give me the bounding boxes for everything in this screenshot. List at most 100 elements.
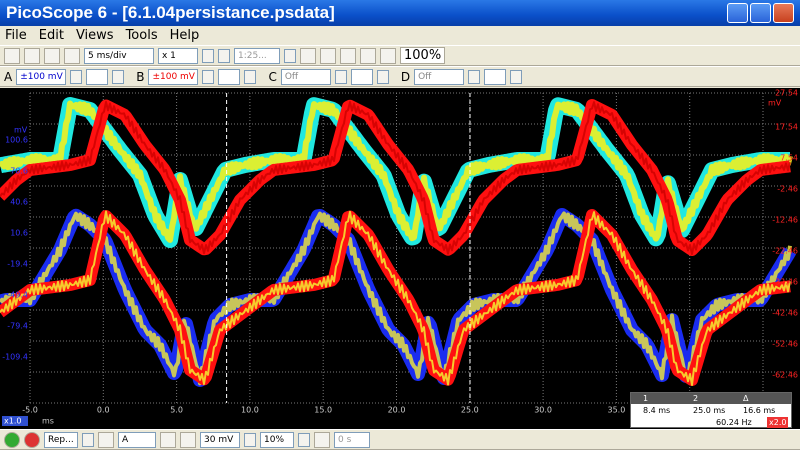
ratio[interactable]: 1:25... [234,47,280,64]
left-tick-label: -49.4 [7,291,28,300]
left-unit: mV [14,126,28,135]
zoom-percent[interactable]: 100% [400,47,446,64]
tool-icon[interactable] [180,431,196,448]
maximize[interactable] [750,3,771,23]
btn[interactable] [334,69,347,84]
x-tick-label: 15.0 [314,406,332,415]
btn[interactable] [218,48,230,63]
coupling[interactable] [218,68,241,85]
menu-item[interactable]: Views [75,28,114,43]
meas-h: Δ [743,394,749,403]
waveform [0,211,792,386]
menu-item[interactable]: Tools [125,28,158,43]
btn[interactable] [202,69,215,84]
btn[interactable] [376,69,389,84]
trigger-level[interactable]: 30 mV [200,431,240,448]
channel-range[interactable]: Off [280,68,331,85]
tool-icon[interactable] [340,47,356,64]
tool-icon[interactable] [98,431,114,448]
meas-freq: 60.24 Hz [716,418,752,427]
menu-item[interactable]: Edit [38,28,64,43]
tool-icon[interactable] [380,47,396,64]
measurements: 1 2 Δ 8.4 ms 25.0 ms 16.6 ms 60.24 Hz x2… [630,392,792,428]
meas-h: 1 [643,394,649,403]
channel-range[interactable]: ±100 mV [148,68,199,85]
right-tick-label: -12.46 [772,216,798,225]
menu-item[interactable]: Help [169,28,200,43]
channel-name: C [268,69,277,84]
menu-bar: File Edit Views Tools Help [0,26,800,45]
x-tick-label: 5.0 [170,406,183,415]
btn[interactable] [244,69,257,84]
trigger-source[interactable]: A [118,431,156,448]
right-tick-label: 17.54 [775,123,798,132]
run[interactable] [4,431,20,448]
x-tick-label: 35.0 [607,406,625,415]
btn[interactable] [298,432,310,447]
btn[interactable] [202,48,214,63]
delay[interactable]: 0 s [334,431,370,448]
btn[interactable] [82,432,94,447]
meas-header [631,393,791,404]
btn[interactable] [70,69,83,84]
left-tick-label: 70.6 [10,167,28,176]
tool-icon[interactable] [314,431,330,448]
channel-name: B [136,69,145,84]
right-tick-label: -22.46 [772,247,798,256]
right-unit: mV [768,99,782,108]
x-tick-label: 10.0 [241,406,259,415]
close[interactable] [773,3,794,23]
channel-name: D [400,69,411,84]
minimize[interactable] [727,3,748,23]
coupling[interactable] [86,68,109,85]
bottom-bar: Rep... A 30 mV 10% 0 s [0,429,800,450]
btn[interactable] [244,432,256,447]
tool-icon[interactable] [360,47,376,64]
btn[interactable] [510,69,523,84]
x-tick-label: 30.0 [534,406,552,415]
zoom[interactable]: x 1 [158,47,198,64]
coupling[interactable] [484,68,507,85]
left-tick-label: -19.4 [7,260,28,269]
tool-icon[interactable] [44,47,60,64]
x-tick-label: 25.0 [461,406,479,415]
channel-range[interactable]: ±100 mV [16,68,67,85]
right-tick-label: -62.46 [772,371,798,380]
tool-icon[interactable] [64,47,80,64]
left-tick-label: 40.6 [10,198,28,207]
meas-h: 2 [693,394,699,403]
channel-bar: A ±100 mV B ±100 mV C Off D Off [0,66,800,87]
meas-val: 25.0 ms [693,406,726,415]
timebase[interactable]: 5 ms/div [84,47,154,64]
btn[interactable] [468,69,481,84]
tool-icon[interactable] [300,47,316,64]
menu-item[interactable]: File [5,28,27,43]
btn[interactable] [112,69,125,84]
btn[interactable] [284,48,296,63]
x-tick-label: -5.0 [22,406,38,415]
toolbar: 5 ms/div x 1 1:25... 100% [0,45,800,66]
coupling[interactable] [350,68,373,85]
y2-scale: x2.0 [767,417,789,428]
right-tick-label: -32.46 [772,278,798,287]
tool-icon[interactable] [160,431,176,448]
x-scale-bg [2,416,28,426]
x-tick-label: 0.0 [97,406,110,415]
channel-range[interactable]: Off [414,68,465,85]
left-tick-label: -109.4 [2,353,28,362]
right-tick-label: -42.46 [772,309,798,318]
x-scale: x1.0 [4,417,21,426]
waveform [0,210,791,386]
title-bar: PicoScope 6 - [6.1.04persistance.psdata] [0,0,800,26]
tool-icon[interactable] [24,47,40,64]
tool-icon[interactable] [320,47,336,64]
stop[interactable] [24,431,40,448]
pre-trigger[interactable]: 10% [260,431,294,448]
waveform [0,100,791,255]
x-unit: ms [42,417,54,426]
right-tick-label: -2.46 [777,185,798,194]
trigger-mode[interactable]: Rep... [44,431,78,448]
tool-icon[interactable] [4,47,20,64]
left-tick-label: 100.6 [5,136,28,145]
